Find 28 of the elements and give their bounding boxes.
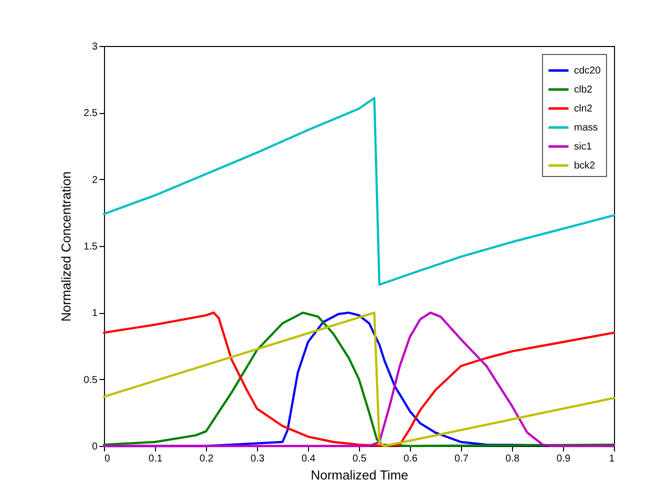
- legend-label: cdc20: [574, 66, 602, 76]
- x-tick-label: 0.8: [506, 454, 520, 464]
- legend-label: sic1: [574, 142, 592, 152]
- x-axis-title: Normalized Time: [310, 468, 408, 482]
- y-tick-label: 3: [92, 42, 98, 52]
- y-axis-title: Normalized Concentration: [58, 171, 74, 322]
- x-tick-label: 0: [104, 454, 110, 464]
- x-tick-label: 0.9: [556, 454, 571, 464]
- y-tick-label: 1: [92, 308, 98, 320]
- x-tick-label: 0.4: [302, 454, 316, 464]
- x-tick-label: 0.7: [454, 454, 469, 464]
- line-series: [102, 96, 616, 286]
- y-tick-label: 0.5: [84, 374, 98, 386]
- x-tick-label: 1: [608, 454, 615, 464]
- legend-label: bck2: [574, 160, 596, 172]
- y-tick-label: 0: [92, 442, 98, 452]
- x-tick-label: 0.1: [148, 454, 163, 464]
- legend-label: mass: [574, 122, 598, 134]
- x-tick-label: 0.5: [352, 454, 367, 464]
- legend-label: clb2: [574, 84, 593, 96]
- x-tick-label: 0.2: [200, 454, 214, 464]
- x-tick-label: 0.6: [404, 454, 418, 464]
- x-tick-label: 0.3: [250, 454, 265, 464]
- y-tick-label: 1.5: [84, 242, 98, 252]
- y-tick-label: 2: [92, 174, 98, 186]
- legend-label: cln2: [574, 104, 593, 114]
- line-series: [102, 312, 616, 448]
- y-tick-label: 2.5: [84, 108, 98, 120]
